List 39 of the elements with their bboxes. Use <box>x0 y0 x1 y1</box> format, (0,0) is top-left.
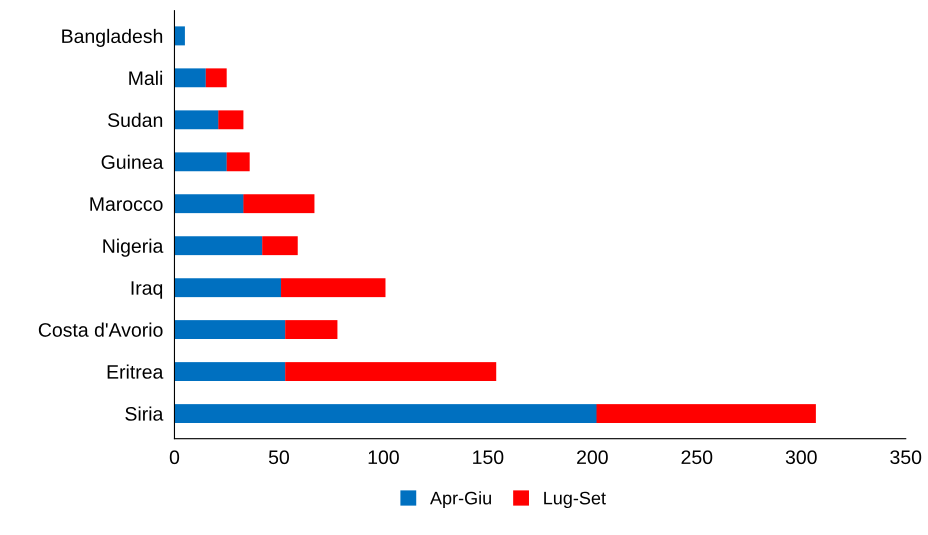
bar <box>174 68 206 88</box>
bar <box>218 110 244 130</box>
bar <box>174 278 282 298</box>
x-tick-label: 100 <box>368 450 399 464</box>
y-tick-label: Eritrea <box>108 364 164 379</box>
y-tick-label: Bangladesh <box>62 28 162 47</box>
bar <box>262 236 298 256</box>
y-tick-label: Guinea <box>102 154 164 169</box>
y-tick-label: Costa d'Avorio <box>38 322 163 337</box>
x-tick-label: 50 <box>268 450 289 464</box>
bar <box>226 152 250 172</box>
bar <box>281 278 386 298</box>
legend-label: Lug-Set <box>544 492 606 508</box>
bar <box>174 320 286 340</box>
bar <box>174 152 227 172</box>
y-tick-label: Siria <box>125 406 164 421</box>
bar <box>206 68 227 88</box>
x-tick-label: 350 <box>890 450 922 464</box>
y-tick-label: Nigeria <box>103 238 164 257</box>
bar <box>285 362 496 382</box>
x-tick-label: 300 <box>786 450 817 464</box>
legend-label: Apr-Giu <box>430 491 491 508</box>
y-tick-label: Iraq <box>132 281 162 299</box>
y-tick-label: Marocco <box>90 197 163 211</box>
x-tick-label: 200 <box>577 450 608 464</box>
bar <box>174 194 244 214</box>
y-tick-label: Sudan <box>108 112 162 128</box>
bar <box>596 404 816 423</box>
bar <box>174 362 286 382</box>
bar <box>174 110 218 130</box>
y-tick-label: Mali <box>129 70 162 86</box>
bar <box>174 26 185 46</box>
bar <box>285 320 338 340</box>
x-tick-label: 250 <box>682 450 712 464</box>
bar <box>174 404 597 423</box>
bar <box>174 236 262 256</box>
x-tick-label: 0 <box>170 450 180 464</box>
bar <box>243 194 314 214</box>
x-tick-label: 150 <box>473 450 504 464</box>
